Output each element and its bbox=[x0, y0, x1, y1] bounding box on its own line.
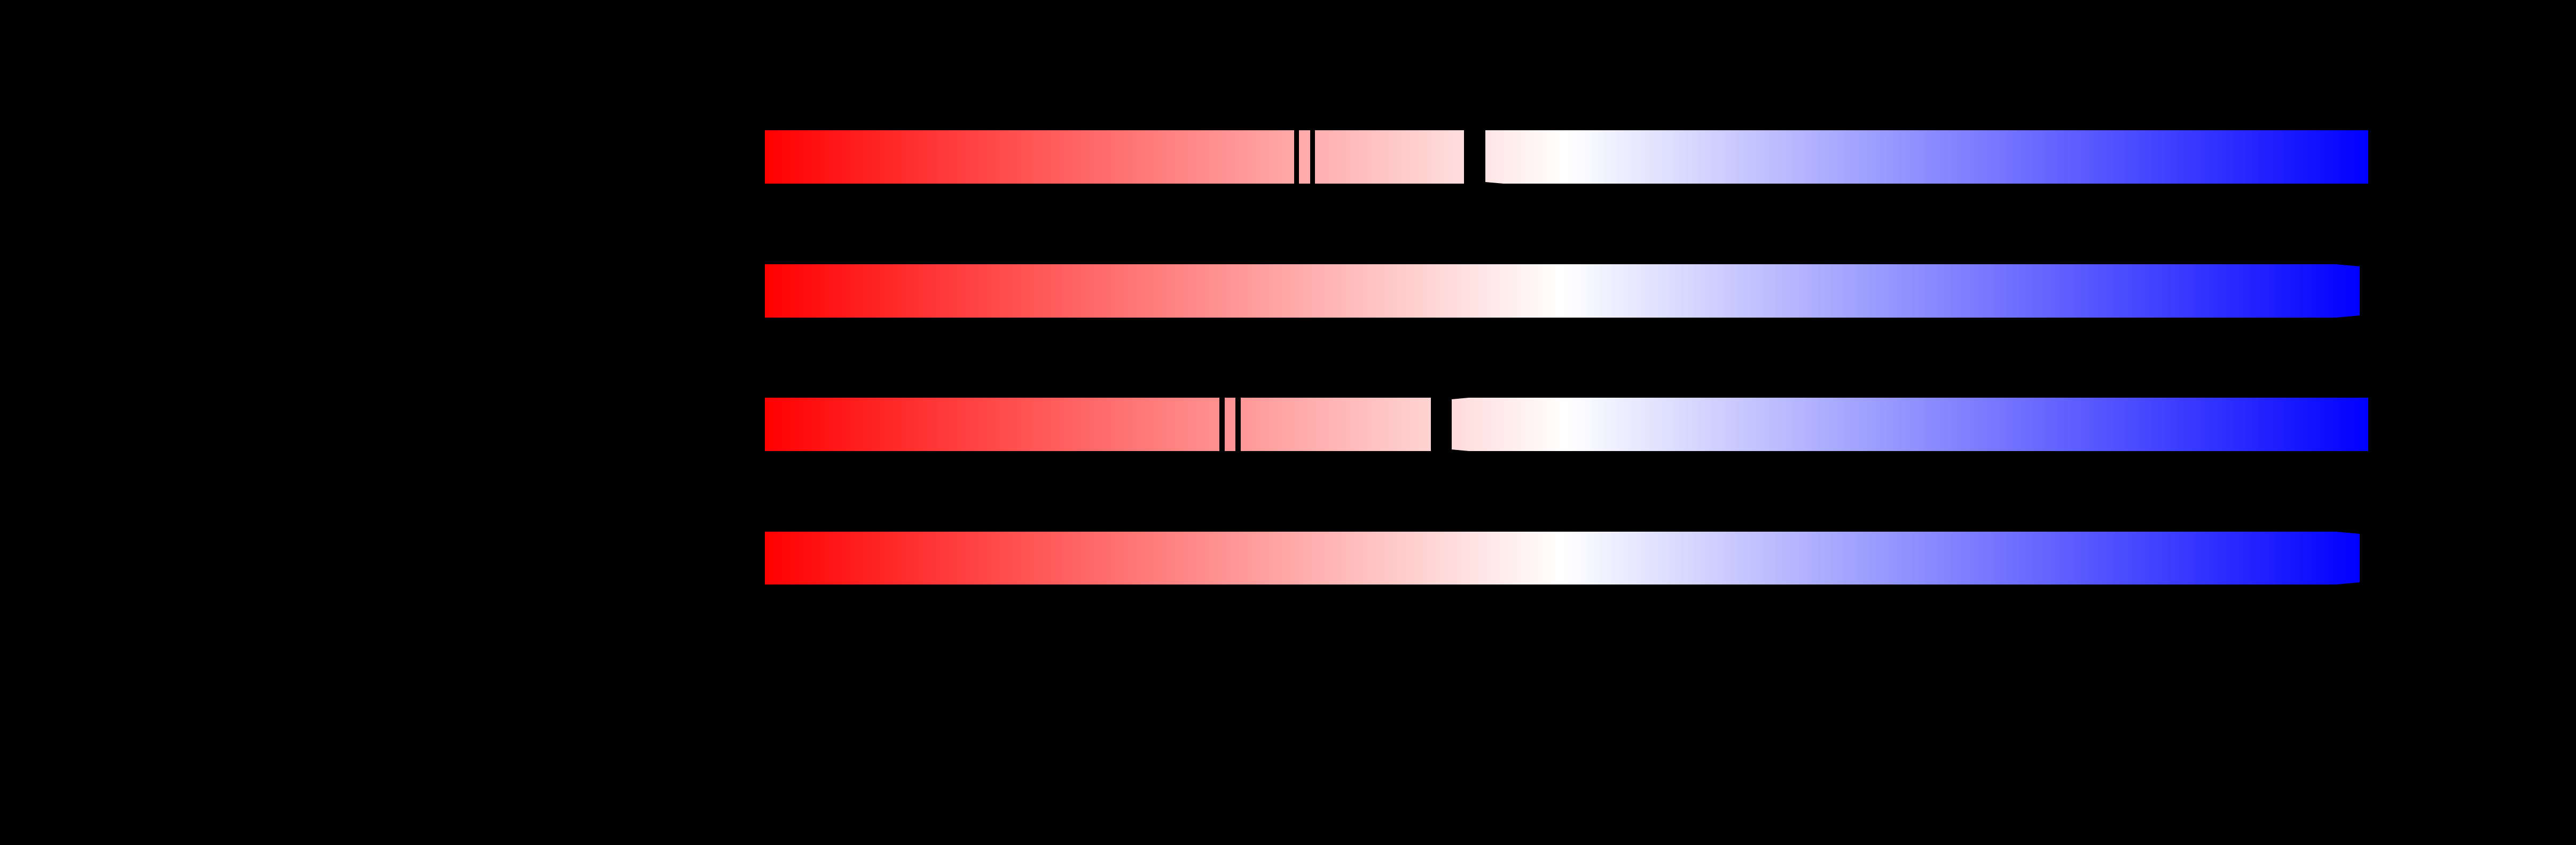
gradient-bar-4 bbox=[765, 532, 2360, 585]
bar-break bbox=[1235, 398, 1241, 451]
bar-break bbox=[1431, 398, 1469, 451]
bar-break bbox=[1464, 130, 1504, 184]
gradient-bar-1 bbox=[765, 130, 2368, 184]
bar-break bbox=[1219, 398, 1225, 451]
bar-break bbox=[1294, 130, 1299, 184]
gradient-bar-2 bbox=[765, 264, 2360, 318]
gradient-bar-3 bbox=[765, 398, 2368, 451]
bar-break bbox=[1310, 130, 1315, 184]
